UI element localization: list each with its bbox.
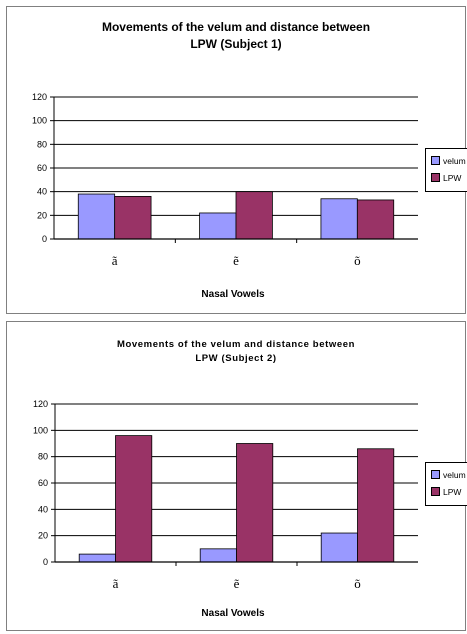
y-tick-label: 100: [33, 425, 48, 435]
y-tick-label: 40: [38, 504, 48, 514]
legend-item-velum: velum: [431, 466, 467, 483]
y-tick-label: 60: [37, 163, 47, 173]
y-tick-label: 40: [37, 187, 47, 197]
legend-swatch-lpw: [431, 173, 440, 182]
y-tick-label: 80: [38, 452, 48, 462]
chart-title: Movements of the velum and distance betw…: [7, 19, 465, 54]
bar-velum-3: [320, 198, 358, 240]
bar-lpw-3: [356, 199, 395, 240]
chart-title-line-1: Movements of the velum and distance betw…: [101, 20, 371, 34]
y-tick-label: 120: [32, 92, 47, 102]
category-label: ẽ: [234, 576, 240, 591]
chart-panel-subject-2: Movements of the velum and distance betw…: [6, 321, 467, 631]
y-tick-label: 120: [33, 399, 48, 409]
bar-velum-1: [78, 553, 116, 563]
y-tick-label: 80: [37, 139, 47, 149]
y-tick-label: 20: [37, 210, 47, 220]
chart-title: Movements of the velum and distance betw…: [7, 338, 465, 366]
legend-swatch-velum: [431, 470, 440, 479]
y-tick-label: 0: [42, 234, 47, 244]
legend-swatch-lpw: [431, 487, 440, 496]
chart-title-line-2: LPW (Subject 2): [195, 352, 277, 364]
bar-chart-plot: 0 20 40 60 80 100 120 ã ẽ õ: [33, 399, 418, 591]
legend: velum LPW: [425, 462, 467, 506]
legend-label-lpw: LPW: [443, 486, 462, 497]
x-axis-label: Nasal Vowels: [201, 289, 265, 300]
bar-lpw-2: [235, 191, 273, 240]
category-label: ẽ: [233, 253, 239, 268]
bar-velum-2: [199, 212, 237, 240]
legend-label-velum: velum: [443, 155, 466, 166]
legend-swatch-velum: [431, 156, 440, 165]
bar-velum-3: [320, 532, 358, 563]
x-axis-label: Nasal Vowels: [201, 608, 265, 619]
category-label: õ: [354, 576, 361, 591]
bar-lpw-1: [115, 435, 153, 563]
chart-panel-subject-1: Movements of the velum and distance betw…: [6, 6, 467, 314]
chart-title-line-1: Movements of the velum and distance betw…: [116, 339, 355, 350]
y-tick-label: 60: [38, 478, 48, 488]
chart-title-line-2: LPW (Subject 1): [190, 37, 282, 52]
legend: velum LPW: [425, 148, 467, 192]
legend-item-lpw: LPW: [431, 483, 467, 500]
category-label: õ: [354, 253, 361, 268]
y-tick-label: 100: [32, 116, 47, 126]
bar-lpw-3: [357, 448, 395, 563]
legend-item-velum: velum: [431, 152, 467, 169]
bar-lpw-1: [114, 195, 152, 240]
bar-velum-2: [199, 548, 237, 563]
category-label: ã: [113, 576, 119, 591]
legend-label-velum: velum: [443, 469, 466, 480]
legend-item-lpw: LPW: [431, 169, 467, 186]
bar-chart-plot: 0 20 40 60 80 100 120 ã ẽ õ: [32, 92, 418, 268]
category-label: ã: [112, 253, 118, 268]
y-tick-label: 0: [43, 557, 48, 567]
bar-velum-1: [77, 193, 116, 240]
y-tick-label: 20: [38, 531, 48, 541]
bar-lpw-2: [236, 443, 274, 563]
legend-label-lpw: LPW: [443, 172, 462, 183]
